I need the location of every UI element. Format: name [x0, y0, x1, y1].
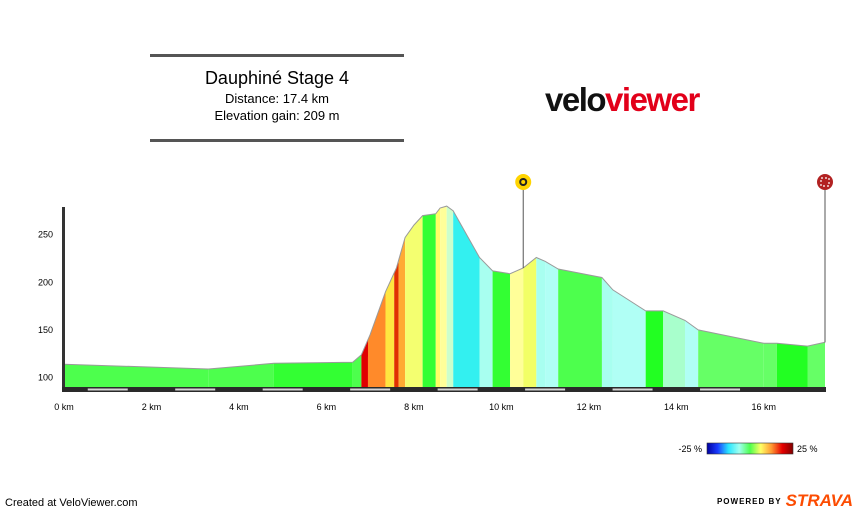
gradient-segment-12 [440, 206, 447, 389]
gradient-segment-29 [776, 343, 808, 389]
gradient-segment-21 [558, 269, 602, 389]
elevation-gain-text: Elevation gain: 209 m [214, 108, 340, 123]
strava-logo: STRAVA [785, 491, 853, 510]
powered-by-strava: POWERED BY STRAVA [717, 491, 853, 511]
gradient-segment-11 [435, 208, 441, 389]
sprint-stopwatch-face [521, 180, 526, 184]
x-tick-label: 8 km [404, 402, 424, 412]
gradient-segment-27 [698, 329, 764, 389]
legend-max-label: 25 % [797, 444, 818, 454]
x-tick-label: 0 km [54, 402, 74, 412]
gradient-segment-10 [422, 213, 436, 389]
gradient-segment-26 [685, 320, 699, 389]
gradient-segments [64, 206, 825, 389]
title-bottom-rule [150, 139, 404, 142]
x-tick-label: 2 km [142, 402, 162, 412]
gradient-segment-6 [385, 272, 395, 389]
gradient-segment-18 [523, 257, 537, 389]
gradient-segment-30 [807, 342, 825, 389]
gradient-segment-23 [612, 289, 646, 389]
x-tick-label: 6 km [317, 402, 337, 412]
gradient-legend: -25 % 25 % [678, 442, 818, 455]
veloviewer-logo: veloviewer [545, 80, 700, 120]
distance-text: Distance: 17.4 km [224, 91, 330, 106]
x-tick-label: 16 km [752, 402, 777, 412]
gradient-segment-3 [352, 354, 362, 389]
gradient-segment-28 [763, 343, 777, 389]
legend-color-bar [706, 442, 794, 455]
y-tick-label: 150 [38, 325, 53, 335]
powered-by-label: POWERED BY [716, 496, 782, 506]
y-axis-line [62, 207, 65, 392]
gradient-segment-19 [536, 257, 546, 389]
x-axis-stripe [612, 388, 653, 391]
gradient-segment-9 [405, 215, 423, 389]
x-tick-label: 4 km [229, 402, 249, 412]
gradient-segment-14 [453, 210, 480, 389]
profile-outline [63, 205, 826, 370]
gradient-segment-16 [492, 270, 511, 389]
finish-marker-icon [817, 174, 833, 190]
gradient-segment-8 [398, 237, 406, 389]
title-text: Dauphiné Stage 4 Distance: 17.4 km Eleva… [150, 66, 404, 124]
x-axis-stripe [87, 388, 128, 391]
x-axis-stripe [350, 388, 391, 391]
gradient-segment-2 [273, 362, 353, 389]
gradient-segment-20 [545, 261, 559, 389]
x-tick-label: 10 km [489, 402, 514, 412]
y-tick-label: 200 [38, 277, 53, 287]
x-axis-stripe [525, 388, 566, 391]
gradient-segment-24 [645, 310, 664, 389]
axes: 100 150 200 250 0 km 2 km 4 km 6 km 8 km 10 km 12 … [38, 207, 826, 412]
gradient-segment-5 [367, 291, 386, 389]
x-axis-stripe [262, 388, 303, 391]
gradient-segment-25 [663, 310, 686, 389]
route-markers [515, 174, 833, 343]
x-tick-label: 14 km [664, 402, 689, 412]
gradient-segment-1 [208, 363, 274, 389]
logo-part-viewer: viewer [605, 81, 700, 118]
x-axis-stripe [437, 388, 478, 391]
finish-flag-icon [820, 177, 830, 187]
logo-part-velo: velo [545, 81, 607, 118]
stage-title: Dauphiné Stage 4 [204, 68, 350, 88]
x-tick-label: 12 km [577, 402, 602, 412]
title-block: Dauphiné Stage 4 Distance: 17.4 km Eleva… [150, 54, 404, 142]
title-top-rule [150, 54, 404, 57]
gradient-segment-15 [479, 257, 493, 389]
y-tick-label: 100 [38, 373, 53, 383]
gradient-segment-13 [446, 206, 454, 389]
created-at-text: Created at VeloViewer.com [5, 497, 138, 509]
gradient-segment-17 [510, 268, 524, 389]
legend-min-label: -25 % [678, 444, 702, 454]
x-axis-stripe [175, 388, 216, 391]
x-axis-stripe [700, 388, 741, 391]
gradient-segment-7 [394, 260, 399, 389]
y-tick-label: 250 [38, 230, 53, 240]
gradient-segment-22 [601, 277, 613, 389]
gradient-segment-0 [64, 364, 209, 389]
